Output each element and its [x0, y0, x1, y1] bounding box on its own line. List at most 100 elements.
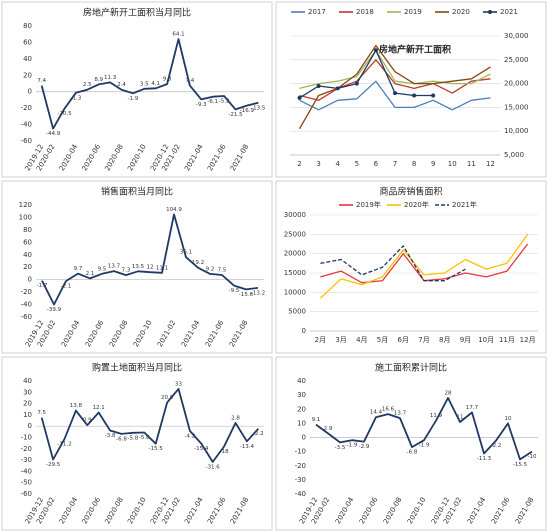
y-tick-label: 20,000 — [504, 80, 529, 88]
y-tick-label: 0 — [28, 88, 32, 96]
y-tick-label: -60 — [21, 313, 32, 321]
data-label: 4.1 — [151, 81, 160, 87]
data-label: 20.9 — [161, 395, 174, 401]
data-label: -11.3 — [477, 456, 492, 462]
data-label: -16.9 — [240, 108, 255, 114]
legend-label: 2021 — [500, 8, 518, 16]
data-label: 12.1 — [93, 405, 105, 411]
y-tick-label: -60 — [21, 490, 32, 498]
legend-label: 2021年 — [452, 200, 477, 209]
y-tick-label: 5,000 — [504, 151, 524, 159]
y-tick-label: -40 — [21, 467, 32, 475]
data-label: 13.5 — [132, 264, 145, 270]
y-tick-label: 10 — [23, 411, 32, 419]
legend-label: 2020 — [452, 8, 470, 16]
data-label: 10 — [505, 416, 512, 422]
series-line — [299, 49, 491, 90]
y-tick-label: 0 — [302, 327, 306, 335]
data-label: -13.4 — [240, 444, 255, 450]
data-label: -3.5 — [335, 445, 346, 451]
series-marker — [393, 91, 397, 96]
x-tick-label: 12 — [486, 160, 495, 168]
y-tick-label: 30,000 — [504, 32, 529, 40]
y-tick-label: 0 — [28, 422, 32, 430]
data-label: -2.2 — [491, 443, 502, 449]
data-label: -5.8 — [128, 435, 139, 441]
y-tick-label: -20 — [295, 462, 306, 470]
data-label: -10 — [528, 454, 537, 460]
series-marker — [373, 48, 378, 53]
series-marker — [354, 81, 359, 86]
y-tick-label: 20 — [23, 71, 32, 79]
data-label: -5.6 — [139, 435, 150, 441]
panel-border — [275, 1, 547, 178]
x-tick-label: 9 — [431, 160, 435, 168]
y-tick-label: 20 — [23, 400, 32, 408]
x-tick-label: 7月 — [418, 336, 429, 344]
data-label: 8.9 — [94, 77, 103, 83]
data-label: 9.3 — [163, 77, 172, 83]
data-label: 7.4 — [186, 78, 195, 84]
data-label: -6.1 — [207, 99, 218, 105]
data-label: 2.9 — [324, 426, 333, 432]
data-label: -31.6 — [206, 464, 221, 470]
data-label: 33 — [175, 381, 182, 387]
data-label: 2.5 — [83, 82, 92, 88]
data-label: 12 — [147, 265, 154, 271]
data-label: -2.1 — [61, 283, 72, 289]
y-tick-label: 25,000 — [504, 56, 529, 64]
x-tick-label: 10 — [448, 160, 457, 168]
data-label: -21.5 — [228, 112, 243, 118]
x-tick-label: 3 — [316, 160, 320, 168]
y-tick-label: -20 — [21, 288, 32, 296]
legend-label: 2019 — [404, 8, 422, 16]
x-tick-label: 5月 — [377, 336, 388, 344]
data-label: 13.8 — [70, 403, 83, 409]
y-tick-label: 30 — [297, 391, 306, 399]
data-label: 13.7 — [394, 411, 407, 417]
y-tick-label: 10,000 — [504, 127, 529, 135]
data-label: -15.5 — [149, 446, 164, 452]
y-tick-label: 0 — [28, 276, 32, 284]
panel-border — [1, 356, 273, 531]
y-tick-label: 40 — [23, 55, 32, 63]
y-tick-label: 25000 — [284, 230, 306, 238]
y-tick-label: -30 — [21, 456, 32, 464]
y-tick-label: 10000 — [284, 288, 306, 296]
data-label: -15.6 — [239, 292, 254, 298]
data-label: 36.1 — [180, 250, 192, 256]
data-label: 2.1 — [86, 271, 95, 277]
y-tick-label: -50 — [21, 479, 32, 487]
legend-marker — [488, 10, 492, 14]
y-tick-label: 30000 — [284, 211, 306, 219]
y-tick-label: 5000 — [288, 308, 306, 316]
data-label: 16.6 — [382, 407, 395, 413]
series-marker — [431, 93, 436, 98]
data-label: 19.2 — [192, 260, 204, 266]
x-tick-label: 6月 — [398, 336, 409, 344]
y-tick-label: 30 — [23, 388, 32, 396]
y-tick-label: -40 — [295, 490, 306, 498]
data-label: -9.3 — [196, 102, 207, 108]
y-tick-label: 60 — [23, 238, 32, 246]
legend-label: 2018 — [356, 8, 374, 16]
series-marker — [297, 95, 302, 100]
data-label: 3.5 — [140, 81, 149, 87]
series-line — [315, 397, 533, 461]
y-tick-label: 120 — [19, 201, 32, 209]
data-label: -1.7 — [37, 283, 48, 289]
chart-title: 商品房销售面积 — [379, 186, 442, 198]
panel-border — [275, 180, 547, 354]
data-label: 7.5 — [37, 410, 46, 416]
data-label: -1.3 — [71, 95, 82, 101]
x-tick-label: 2月 — [315, 336, 326, 344]
data-label: 13.7 — [108, 264, 121, 270]
data-label: -13.5 — [251, 105, 266, 111]
x-tick-label: 7 — [393, 160, 397, 168]
data-label: 28 — [445, 390, 452, 396]
series-line — [298, 44, 491, 130]
data-label: 0.9 — [83, 418, 92, 424]
x-tick-label: 10月 — [478, 336, 494, 344]
data-label: -44.9 — [46, 131, 61, 137]
